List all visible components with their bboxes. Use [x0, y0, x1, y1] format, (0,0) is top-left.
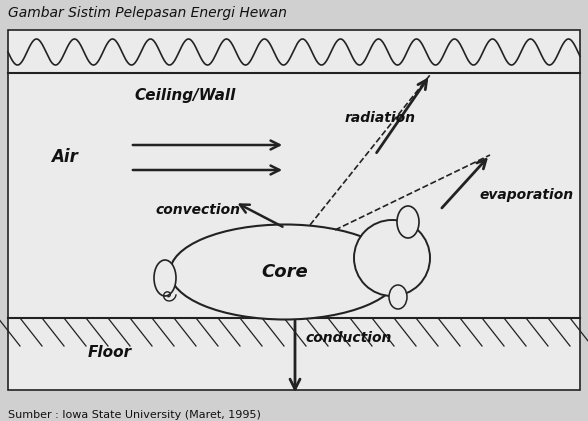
Text: Core: Core: [262, 263, 308, 281]
Text: convection: convection: [155, 203, 240, 217]
Ellipse shape: [170, 224, 400, 320]
Circle shape: [354, 220, 430, 296]
Text: Gambar Sistim Pelepasan Energi Hewan: Gambar Sistim Pelepasan Energi Hewan: [8, 6, 287, 20]
Ellipse shape: [397, 206, 419, 238]
Text: conduction: conduction: [305, 331, 392, 345]
Text: Floor: Floor: [88, 345, 132, 360]
Text: Air: Air: [52, 148, 78, 166]
Ellipse shape: [389, 285, 407, 309]
Ellipse shape: [154, 260, 176, 296]
Text: Ceiling/Wall: Ceiling/Wall: [134, 88, 236, 103]
Text: Sumber : Iowa State University (Maret, 1995): Sumber : Iowa State University (Maret, 1…: [8, 410, 261, 420]
Bar: [8, 30, 580, 390]
Text: radiation: radiation: [345, 111, 416, 125]
Text: evaporation: evaporation: [480, 188, 574, 202]
